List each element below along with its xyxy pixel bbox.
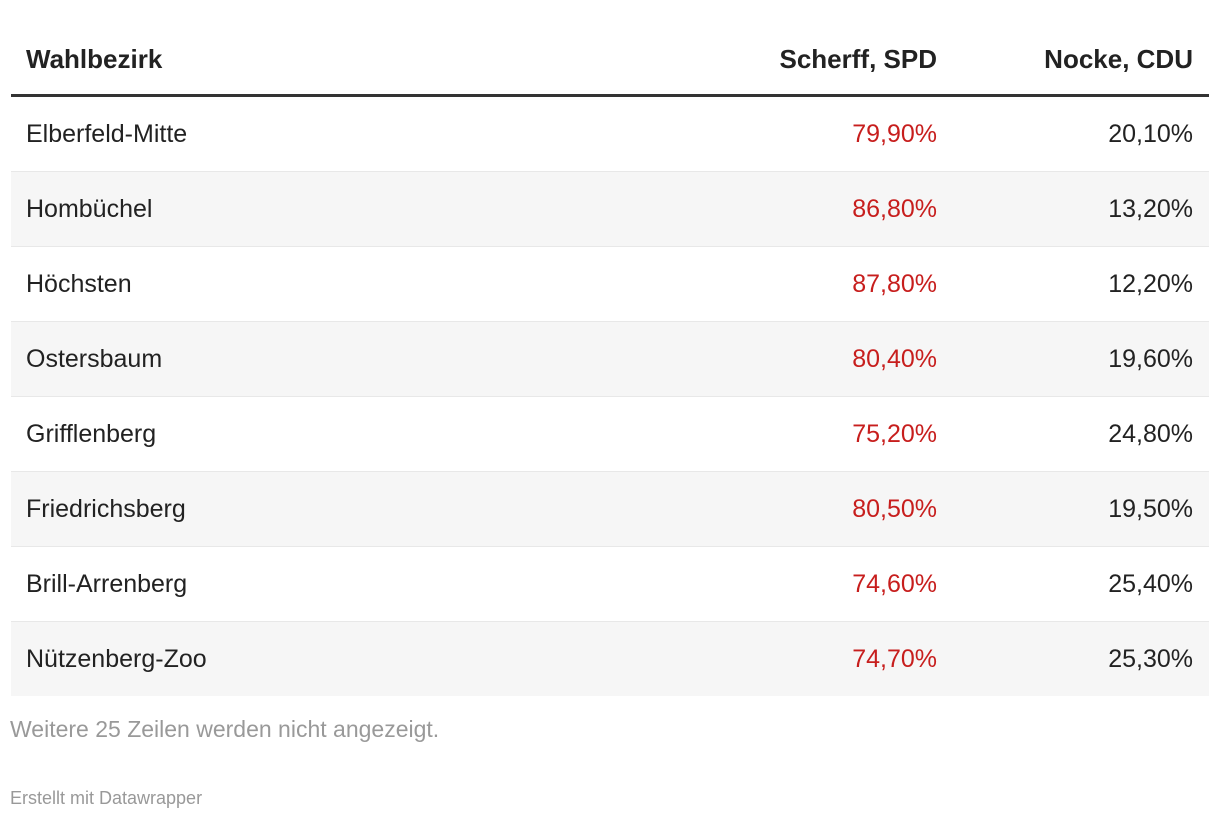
district-name: Friedrichsberg [26, 495, 186, 523]
cdu-value: 25,30% [1108, 645, 1193, 673]
hidden-rows-note: Weitere 25 Zeilen werden nicht angezeigt… [10, 716, 440, 742]
column-header-nocke-cdu: Nocke, CDU [951, 0, 1209, 97]
spd-value: 80,50% [852, 495, 937, 523]
district-name: Hombüchel [26, 195, 153, 223]
district-name: Ostersbaum [26, 345, 163, 373]
table-row: Höchsten 87,80% 12,20% [11, 246, 1209, 322]
cdu-value: 20,10% [1108, 120, 1193, 148]
table-row: Grifflenberg 75,20% 24,80% [11, 396, 1209, 472]
cdu-value: 12,20% [1108, 270, 1193, 298]
table-row: Ostersbaum 80,40% 19,60% [11, 321, 1209, 397]
table-row: Hombüchel 86,80% 13,20% [11, 171, 1209, 247]
spd-value: 75,20% [852, 420, 937, 448]
datawrapper-attribution-link[interactable]: Erstellt mit Datawrapper [10, 788, 203, 808]
table-row: Nützenberg-Zoo 74,70% 25,30% [11, 621, 1209, 696]
results-table-container: Wahlbezirk Scherff, SPD Nocke, CDU Elber… [11, 0, 1209, 696]
results-table: Wahlbezirk Scherff, SPD Nocke, CDU Elber… [11, 0, 1209, 696]
district-name: Elberfeld-Mitte [26, 120, 188, 148]
district-name: Brill-Arrenberg [26, 570, 188, 598]
spd-value: 80,40% [852, 345, 937, 373]
column-header-wahlbezirk: Wahlbezirk [11, 0, 606, 97]
spd-value: 74,70% [852, 645, 937, 673]
spd-value: 74,60% [852, 570, 937, 598]
spd-value: 87,80% [852, 270, 937, 298]
district-name: Höchsten [26, 270, 132, 298]
table-row: Friedrichsberg 80,50% 19,50% [11, 471, 1209, 547]
table-row: Elberfeld-Mitte 79,90% 20,10% [11, 96, 1209, 172]
column-header-scherff-spd: Scherff, SPD [606, 0, 951, 97]
cdu-value: 13,20% [1108, 195, 1193, 223]
table-header-row: Wahlbezirk Scherff, SPD Nocke, CDU [11, 0, 1209, 97]
cdu-value: 19,50% [1108, 495, 1193, 523]
table-row: Brill-Arrenberg 74,60% 25,40% [11, 546, 1209, 622]
spd-value: 86,80% [852, 195, 937, 223]
spd-value: 79,90% [852, 120, 937, 148]
cdu-value: 19,60% [1108, 345, 1193, 373]
cdu-value: 25,40% [1108, 570, 1193, 598]
district-name: Grifflenberg [26, 420, 157, 448]
cdu-value: 24,80% [1108, 420, 1193, 448]
district-name: Nützenberg-Zoo [26, 645, 207, 673]
